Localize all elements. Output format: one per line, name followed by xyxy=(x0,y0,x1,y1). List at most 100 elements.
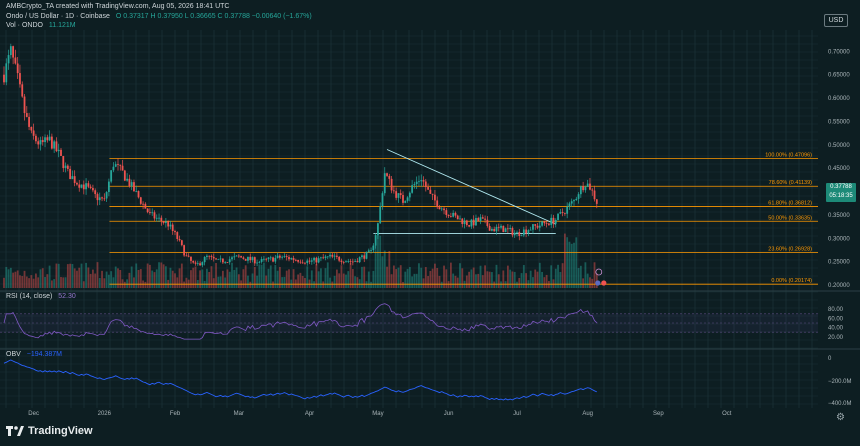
volume-bar xyxy=(402,281,404,288)
candle-body xyxy=(60,149,62,156)
candle-body xyxy=(509,227,512,230)
volume-bar xyxy=(543,277,546,288)
volume-bar xyxy=(589,277,591,288)
volume-bar xyxy=(66,264,69,288)
candle-body xyxy=(440,208,443,210)
volume-bar xyxy=(121,279,124,288)
candle-body xyxy=(593,190,596,200)
candle-body xyxy=(404,200,407,203)
volume-bar xyxy=(139,269,142,288)
candle-body xyxy=(413,184,416,186)
volume-bar xyxy=(5,266,8,288)
volume-bar xyxy=(459,263,461,288)
candle-body xyxy=(449,216,452,217)
volume-bar xyxy=(85,262,87,288)
volume-bar xyxy=(554,268,557,288)
volume-bar xyxy=(16,270,19,288)
gear-icon[interactable]: ⚙ xyxy=(836,412,845,423)
currency-button[interactable]: USD xyxy=(824,14,848,27)
symbol-legend[interactable]: Ondo / US Dollar · 1D · Coinbase O 0.373… xyxy=(6,13,316,20)
volume-bar xyxy=(429,270,432,288)
candle-body xyxy=(57,149,60,152)
volume-bar xyxy=(285,270,288,288)
candle-body xyxy=(228,259,231,263)
candle-body xyxy=(32,130,35,136)
candle-body xyxy=(541,221,543,226)
candle-body xyxy=(408,192,411,198)
volume-bar xyxy=(513,271,516,288)
candle-body xyxy=(431,193,434,195)
candle-body xyxy=(185,255,188,257)
price-axis[interactable]: 0.70000 0.65000 0.60000 0.55000 0.50000 0.450… xyxy=(828,49,850,289)
candle-body xyxy=(472,219,475,226)
event-markers[interactable] xyxy=(595,268,607,286)
brand-name: TradingView xyxy=(28,425,93,437)
candle-body xyxy=(374,235,377,246)
candle-body xyxy=(128,178,131,187)
volume-bar xyxy=(534,269,537,288)
candle-body xyxy=(174,230,176,233)
volume-bar xyxy=(434,263,436,288)
volume-bar xyxy=(399,265,402,288)
tradingview-logo[interactable]: TradingView xyxy=(6,425,93,437)
event-marker-icon[interactable] xyxy=(601,280,607,286)
candle-body xyxy=(139,197,142,204)
candle-body xyxy=(253,257,256,264)
volume-bar xyxy=(144,281,147,288)
volume-bar xyxy=(557,264,559,288)
candle-body xyxy=(80,184,83,188)
volume-bar xyxy=(126,279,129,288)
fib-level-label: 0.00% (0.20174) xyxy=(771,278,812,284)
volume-bar xyxy=(41,268,44,288)
last-price-tag: 0.37788 05:18:35 xyxy=(826,183,856,202)
candle-body xyxy=(251,257,254,261)
volume-bar xyxy=(283,276,286,288)
candle-body xyxy=(554,219,557,224)
obv-pane[interactable]: 0 −200.0M −400.0M xyxy=(3,356,852,407)
candle-body xyxy=(206,255,208,257)
volume-bar xyxy=(158,262,160,288)
rsi-legend[interactable]: RSI (14, close) 52.30 xyxy=(6,293,80,300)
volume-bar xyxy=(244,265,247,288)
obv-line xyxy=(3,359,597,401)
symbol-title[interactable]: Ondo / US Dollar · 1D · Coinbase xyxy=(6,13,110,20)
event-marker-icon[interactable] xyxy=(595,280,601,286)
candle-body xyxy=(411,185,414,193)
fib-level-label: 50.00% (0.33635) xyxy=(768,215,812,221)
volume-bar xyxy=(258,264,261,288)
price-axis-tick: 0.20000 xyxy=(828,283,850,289)
candle-body xyxy=(199,263,201,266)
volume-bar xyxy=(367,271,370,288)
volume-bar xyxy=(28,278,30,288)
candle-body xyxy=(176,232,179,240)
candle-body xyxy=(443,208,445,211)
candle-body xyxy=(117,164,119,165)
time-axis[interactable]: Dec 2026 Feb Mar Apr May Jun Jul Aug Sep Oct xyxy=(28,411,731,417)
candle-body xyxy=(144,203,147,209)
volume-bar xyxy=(377,230,379,288)
volume-value: 11.121M xyxy=(48,22,76,29)
candle-body xyxy=(78,184,81,188)
event-marker-icon[interactable] xyxy=(595,268,603,276)
volume-bar xyxy=(265,275,268,288)
fib-level-label: 100.00% (0.47096) xyxy=(765,152,812,158)
volume-bar xyxy=(342,273,345,288)
candle-body xyxy=(221,258,224,263)
volume-bar xyxy=(60,277,62,288)
candle-body xyxy=(386,173,388,176)
candle-body xyxy=(44,137,46,143)
volume-bar xyxy=(183,281,186,288)
obv-legend[interactable]: OBV −194.387M xyxy=(6,351,66,358)
candle-body xyxy=(481,217,484,219)
volume-bar xyxy=(383,250,386,288)
volume-bar xyxy=(294,279,297,288)
volume-bars xyxy=(3,230,598,288)
candle-body xyxy=(7,55,10,64)
volume-bar xyxy=(454,275,457,288)
volume-bar xyxy=(76,270,78,288)
volume-legend[interactable]: Vol · ONDO 11.121M xyxy=(6,22,80,29)
volume-bar xyxy=(415,273,418,288)
candle-body xyxy=(46,137,49,141)
rsi-pane[interactable]: 80.00 60.00 40.00 20.00 xyxy=(0,303,844,341)
